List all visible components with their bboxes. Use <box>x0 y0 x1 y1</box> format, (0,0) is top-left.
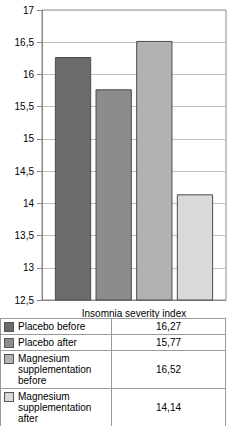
html-text:14,14: 14,14 <box>156 402 181 413</box>
svg-text:12,5: 12,5 <box>15 295 35 306</box>
svg-text:13: 13 <box>23 262 35 273</box>
svg-text:14: 14 <box>23 198 35 209</box>
html-text:Magnesium supplementation afte: Magnesium supplementation after <box>18 391 92 424</box>
svg-text:17: 17 <box>23 5 35 16</box>
html-text:Placebo before: Placebo before <box>18 321 86 332</box>
svg-text:15: 15 <box>23 133 35 144</box>
svg-text:16,5: 16,5 <box>15 37 35 48</box>
html-text:15,77: 15,77 <box>156 337 181 348</box>
html-text:16,52: 16,52 <box>156 364 181 375</box>
html-text:Magnesium supplementation befo: Magnesium supplementation before <box>18 353 92 386</box>
svg-text:16: 16 <box>23 69 35 80</box>
svg-text:15,5: 15,5 <box>15 101 35 112</box>
svg-text:Insomnia severity index: Insomnia severity index <box>82 308 187 319</box>
svg-text:14,5: 14,5 <box>15 166 35 177</box>
html-text:16,27: 16,27 <box>156 321 181 332</box>
html-text:Placebo after: Placebo after <box>18 337 77 348</box>
svg-text:13,5: 13,5 <box>15 230 35 241</box>
